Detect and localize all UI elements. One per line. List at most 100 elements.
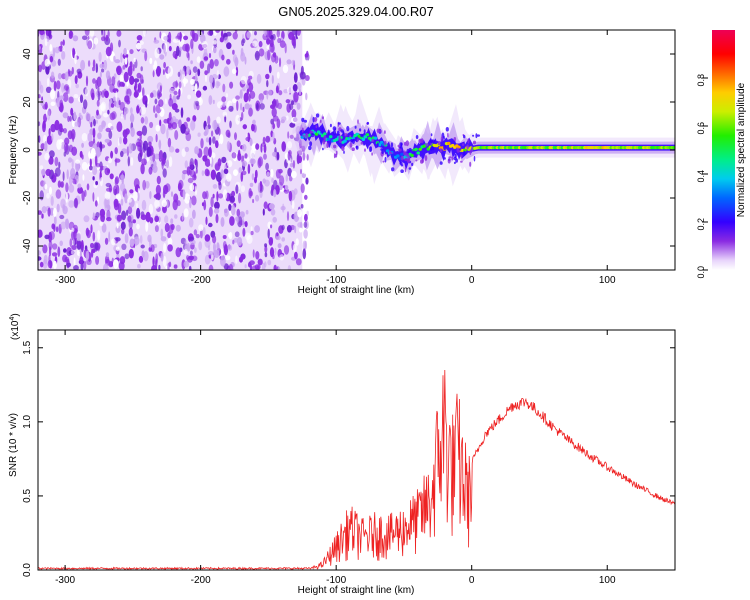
noise-blob	[241, 170, 247, 176]
ridge-speckle	[343, 150, 345, 154]
ridge-speckle	[301, 117, 305, 122]
noise-blob	[148, 203, 154, 215]
noise-blob	[140, 106, 147, 115]
noise-blob	[245, 232, 251, 241]
noise-blob	[99, 105, 103, 116]
noise-blob	[140, 163, 145, 175]
noise-blob	[296, 102, 301, 110]
noise-blob	[109, 173, 114, 180]
noise-blob	[255, 143, 260, 150]
noise-blob	[235, 184, 239, 194]
noise-blob	[92, 78, 96, 84]
noise-blob	[107, 109, 110, 115]
noise-blob	[89, 158, 92, 168]
ridge-speckle	[377, 142, 379, 148]
noise-blob	[101, 68, 105, 73]
ridge-speckle	[322, 147, 324, 151]
noise-blob	[158, 264, 161, 270]
noise-blob	[183, 260, 190, 268]
noise-blob	[62, 39, 65, 46]
noise-blob	[49, 246, 52, 257]
noise-blob	[64, 84, 70, 91]
noise-blob	[116, 65, 122, 76]
noise-blob	[190, 78, 195, 85]
noise-blob	[97, 91, 101, 101]
noise-blob	[86, 183, 90, 191]
ridge-speckle	[472, 140, 477, 145]
noise-blob	[260, 99, 263, 104]
noise-blob	[186, 117, 191, 122]
noise-blob	[244, 56, 247, 65]
noise-blob	[104, 237, 109, 245]
noise-blob	[83, 99, 88, 110]
ridge-speckle	[355, 145, 358, 149]
noise-blob	[207, 251, 214, 256]
noise-blob	[50, 71, 55, 79]
noise-blob	[147, 135, 154, 143]
noise-blob	[44, 234, 50, 240]
spectrogram-ytick-label: 40	[22, 48, 33, 60]
noise-blob	[54, 46, 60, 54]
snr-xtick-label: 100	[599, 575, 616, 586]
noise-blob	[262, 208, 265, 216]
ridge-speckle	[475, 133, 478, 139]
noise-blob	[277, 266, 281, 270]
noise-blob	[223, 30, 226, 34]
noise-blob	[171, 122, 178, 130]
noise-blob	[136, 207, 141, 219]
noise-blob	[220, 255, 226, 267]
noise-blob	[252, 40, 258, 47]
noise-blob	[107, 30, 110, 38]
colorbar-tick-label: 0.4	[696, 170, 706, 183]
noise-blob	[241, 144, 247, 152]
noise-blob	[208, 264, 214, 270]
noise-blob	[242, 216, 245, 228]
noise-blob	[199, 229, 203, 239]
noise-blob	[256, 73, 262, 84]
noise-blob	[90, 121, 93, 128]
noise-blob	[153, 39, 160, 44]
noise-blob	[174, 214, 178, 219]
noise-blob	[220, 217, 225, 227]
noise-blob	[226, 141, 231, 151]
noise-blob	[66, 169, 69, 180]
noise-blob	[136, 105, 140, 114]
noise-blob	[56, 139, 62, 150]
noise-blob	[214, 59, 219, 67]
noise-blob	[118, 39, 121, 48]
noise-blob	[173, 90, 178, 96]
noise-blob	[279, 40, 286, 48]
noise-blob	[264, 243, 268, 248]
noise-blob	[243, 92, 249, 103]
ridge-speckle	[344, 133, 348, 137]
noise-blob	[99, 221, 104, 227]
noise-blob	[239, 89, 243, 99]
noise-blob	[222, 101, 226, 108]
ridge-speckle	[313, 117, 318, 122]
noise-blob	[62, 171, 65, 182]
noise-blob	[92, 192, 95, 202]
noise-blob	[108, 260, 114, 268]
ridge-speckle	[332, 126, 337, 131]
noise-blob	[98, 124, 103, 133]
ridge-cell	[414, 147, 418, 151]
snr-xtick-label: -200	[191, 575, 211, 586]
noise-blob	[95, 63, 99, 74]
noise-blob	[285, 99, 291, 104]
ridge-cell	[322, 132, 327, 136]
noise-blob	[167, 244, 173, 252]
ridge-speckle	[384, 130, 386, 135]
noise-blob	[305, 177, 309, 185]
ridge-cell	[314, 132, 319, 136]
noise-blob	[214, 163, 220, 172]
noise-blob	[267, 49, 271, 61]
noise-blob	[75, 159, 80, 164]
noise-blob	[188, 217, 194, 228]
noise-blob	[188, 236, 195, 241]
noise-blob	[99, 71, 102, 78]
noise-blob	[254, 225, 260, 233]
noise-blob	[271, 74, 274, 84]
noise-blob	[198, 224, 204, 232]
noise-blob	[163, 243, 167, 253]
noise-blob	[242, 227, 246, 237]
